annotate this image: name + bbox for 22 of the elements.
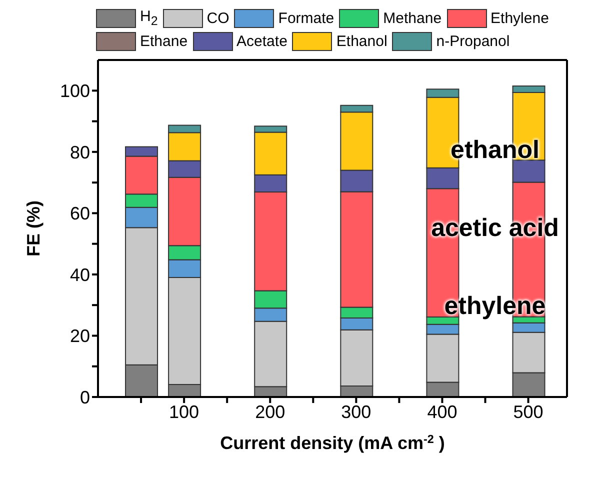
legend-label: Formate xyxy=(278,10,334,26)
y-tick-label: 0 xyxy=(80,387,90,408)
legend-label: Ethane xyxy=(140,33,188,50)
legend-label: Ethanol xyxy=(336,33,388,50)
y-tick-label: 100 xyxy=(60,81,90,102)
y-axis-title: FE (%) xyxy=(23,200,44,256)
legend-label: n-Propanol xyxy=(436,33,510,50)
x-tick-label: 100 xyxy=(169,402,200,422)
y-tick-label: 80 xyxy=(70,142,90,162)
y-tick-label: 60 xyxy=(70,204,90,224)
x-tick-label: 400 xyxy=(427,402,458,422)
x-tick-label: 300 xyxy=(341,402,372,422)
x-axis-title: Current density (mA cm$^{-2}$) xyxy=(220,432,445,453)
x-tick-label: 200 xyxy=(255,402,286,422)
x-tick-label: 500 xyxy=(513,402,544,422)
legend-label: Acetate xyxy=(236,33,288,50)
legend-label: Methane xyxy=(383,10,442,26)
y-tick-label: 40 xyxy=(70,264,90,285)
legend-label: H$_{2}$ xyxy=(140,8,158,28)
legend-label: Ethylene xyxy=(490,10,549,26)
legend-label: CO xyxy=(206,10,230,26)
y-tick-label: 20 xyxy=(70,326,90,346)
